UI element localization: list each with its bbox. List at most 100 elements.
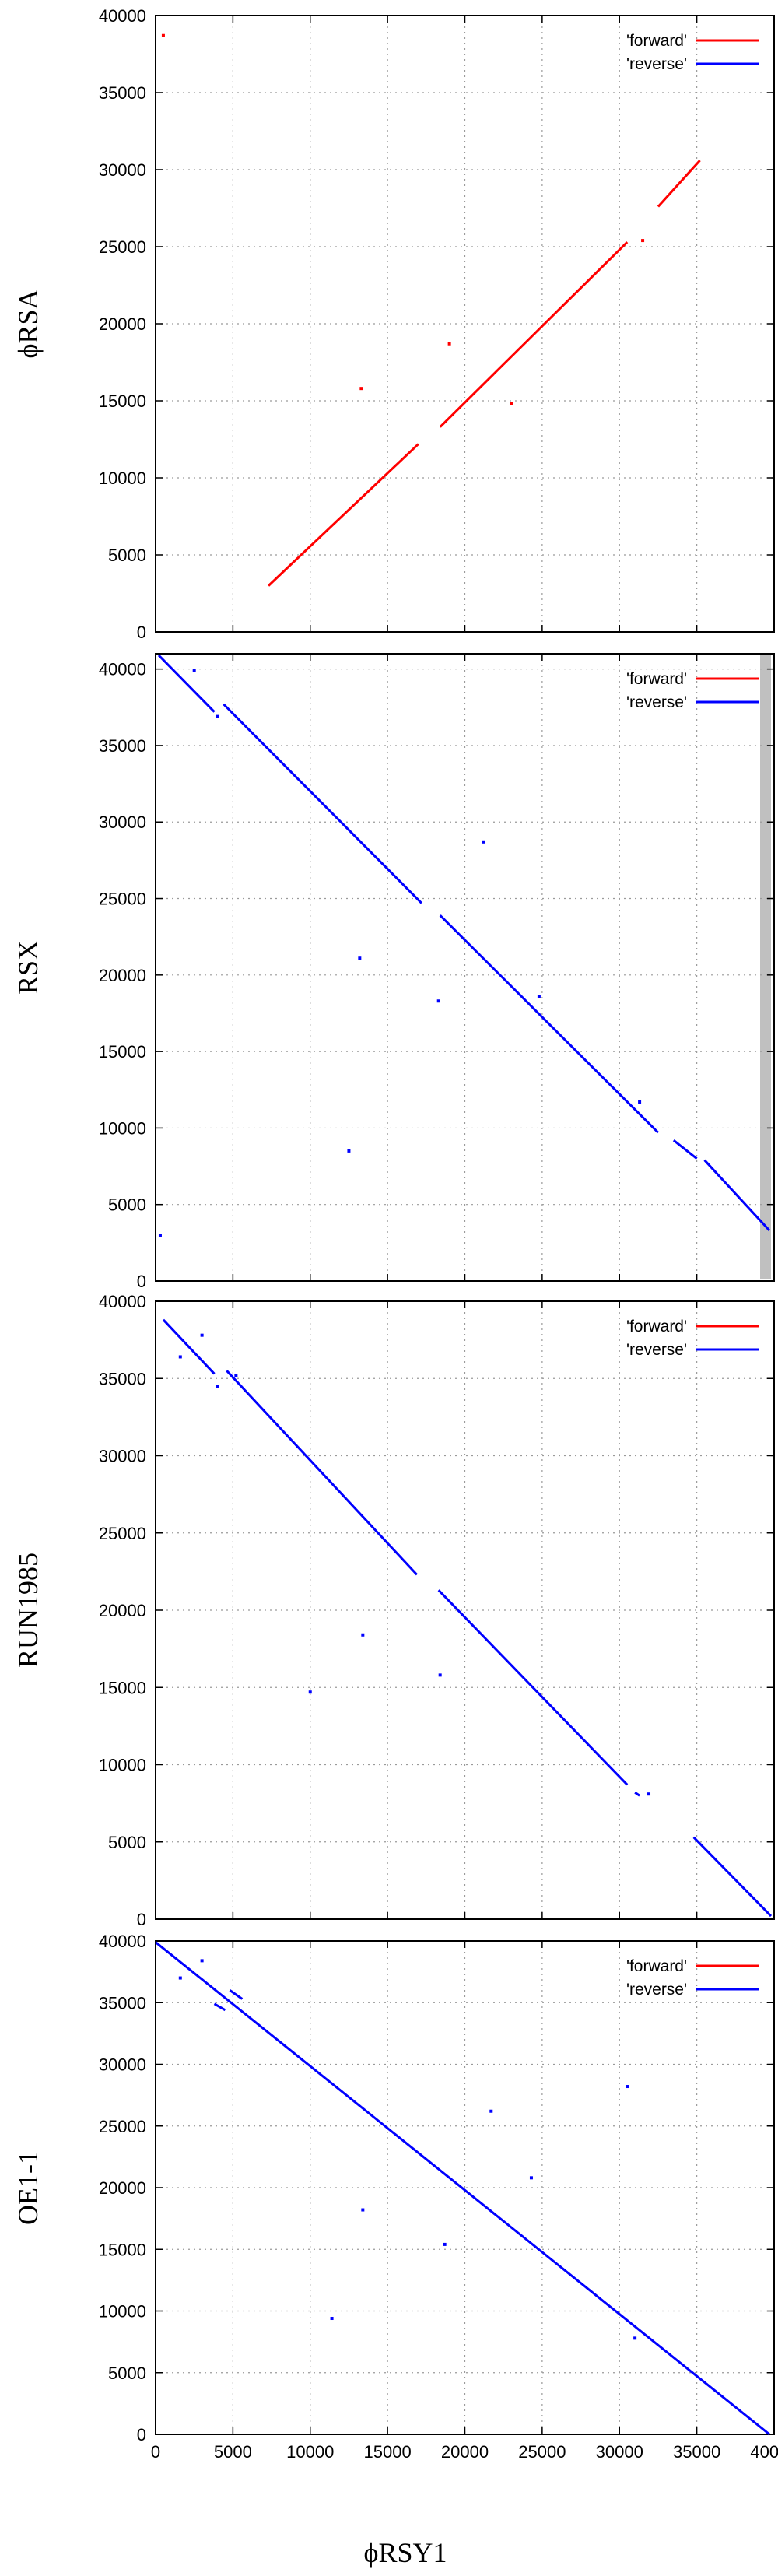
match-point: [359, 387, 363, 391]
y-tick-label: 10000: [99, 1118, 146, 1138]
match-segment: [439, 240, 629, 428]
y-tick-label: 20000: [99, 1601, 146, 1620]
match-point: [216, 1385, 219, 1388]
x-tick-label: 25000: [518, 2442, 566, 2462]
y-tick-label: 20000: [99, 314, 146, 334]
match-point: [178, 1976, 182, 1980]
y-tick-label: 40000: [99, 660, 146, 679]
x-tick-label: 5000: [214, 2442, 252, 2462]
match-point: [436, 999, 440, 1003]
match-point: [482, 840, 485, 844]
match-segment: [703, 1159, 771, 1232]
y-tick-label: 35000: [99, 736, 146, 756]
y-tick-label: 0: [137, 2425, 146, 2444]
match-segment: [437, 1589, 629, 1786]
legend-entry-label: 'forward': [626, 1957, 687, 1975]
match-point: [361, 1633, 365, 1637]
match-point: [234, 1374, 238, 1377]
match-point: [438, 1673, 442, 1677]
match-point: [633, 2336, 637, 2340]
plot-panel: 0 5000 10000 15000 20000 25000 30000 35000 40000…: [12, 6, 775, 642]
y-tick-label: 5000: [108, 1833, 146, 1852]
y-tick-label: 15000: [99, 1042, 146, 1062]
y-tick-label: 10000: [99, 2302, 146, 2322]
match-point: [443, 2242, 447, 2246]
match-segment: [692, 1836, 773, 1918]
y-tick-label: 15000: [99, 1678, 146, 1697]
y-tick-label: 35000: [99, 1369, 146, 1388]
legend-entry-label: 'reverse': [626, 693, 687, 711]
y-axis-label: OE1-1: [12, 2150, 44, 2225]
match-point: [358, 956, 362, 960]
x-tick-label: 0: [151, 2442, 160, 2462]
y-tick-label: 10000: [99, 469, 146, 488]
match-segment: [672, 1139, 698, 1160]
y-tick-label: 15000: [99, 2240, 146, 2259]
y-tick-label: 5000: [108, 2364, 146, 2383]
legend-entry-label: 'forward': [626, 1318, 687, 1335]
match-segment: [229, 1989, 244, 2000]
match-point: [161, 33, 165, 37]
y-tick-label: 25000: [99, 2117, 146, 2136]
y-tick-label: 40000: [99, 6, 146, 26]
y-tick-label: 30000: [99, 1447, 146, 1466]
plot-panels: 0 5000 10000 15000 20000 25000 30000 35000 40000…: [12, 6, 778, 2462]
y-axis-label: RSX: [12, 940, 44, 995]
match-point: [510, 402, 513, 405]
match-point: [647, 1792, 651, 1796]
y-axis-label: RUN1985: [12, 1553, 44, 1668]
plot-panel: 0 5000 10000 15000 20000 25000 30000 35000 40000…: [12, 1932, 778, 2462]
match-point: [447, 342, 451, 346]
legend-entry-label: 'reverse': [626, 1341, 687, 1359]
y-tick-label: 0: [137, 623, 146, 642]
y-tick-label: 15000: [99, 391, 146, 411]
x-tick-label: 35000: [673, 2442, 720, 2462]
legend-entry-label: 'forward': [626, 670, 687, 688]
x-tick-label: 30000: [596, 2442, 643, 2462]
match-segment: [223, 703, 422, 904]
match-point: [537, 995, 541, 998]
match-point: [347, 1149, 351, 1153]
match-point: [626, 2085, 629, 2089]
y-tick-label: 35000: [99, 1993, 146, 2013]
match-point: [361, 2208, 365, 2212]
match-point: [158, 1234, 162, 1237]
y-tick-label: 30000: [99, 812, 146, 832]
match-segment: [657, 160, 701, 208]
y-axis-label: ϕRSA: [12, 290, 44, 359]
y-tick-label: 20000: [99, 2178, 146, 2198]
y-tick-label: 25000: [99, 237, 146, 257]
y-tick-label: 25000: [99, 1524, 146, 1543]
match-segment: [226, 1370, 418, 1576]
match-point: [200, 1959, 204, 1963]
match-point: [178, 1355, 182, 1359]
y-tick-label: 20000: [99, 966, 146, 985]
match-segment: [155, 1941, 770, 2436]
legend-entry-label: 'reverse': [626, 1981, 687, 1999]
y-tick-label: 40000: [99, 1932, 146, 1951]
y-tick-label: 30000: [99, 160, 146, 180]
y-tick-label: 10000: [99, 1756, 146, 1775]
legend-entry-label: 'forward': [626, 32, 687, 50]
x-tick-label: 20000: [441, 2442, 489, 2462]
y-tick-label: 5000: [108, 1195, 146, 1215]
match-segment: [162, 1318, 216, 1375]
match-point: [216, 714, 219, 718]
match-point: [330, 2317, 334, 2321]
match-segment: [157, 654, 216, 713]
y-tick-label: 25000: [99, 890, 146, 909]
y-tick-label: 0: [137, 1910, 146, 1929]
match-point: [638, 1100, 642, 1104]
y-tick-label: 0: [137, 1272, 146, 1291]
y-tick-label: 30000: [99, 2055, 146, 2075]
x-tick-label: 40000: [750, 2442, 778, 2462]
x-tick-label: 10000: [286, 2442, 334, 2462]
match-segment: [634, 1791, 640, 1797]
y-tick-label: 40000: [99, 1292, 146, 1311]
y-tick-label: 5000: [108, 546, 146, 565]
scrollbar[interactable]: [760, 655, 771, 1279]
plot-panel: 0 5000 10000 15000 20000 25000 30000 35000 40000…: [12, 653, 775, 1291]
match-point: [200, 1333, 204, 1337]
match-point: [641, 239, 645, 243]
match-point: [308, 1690, 312, 1694]
